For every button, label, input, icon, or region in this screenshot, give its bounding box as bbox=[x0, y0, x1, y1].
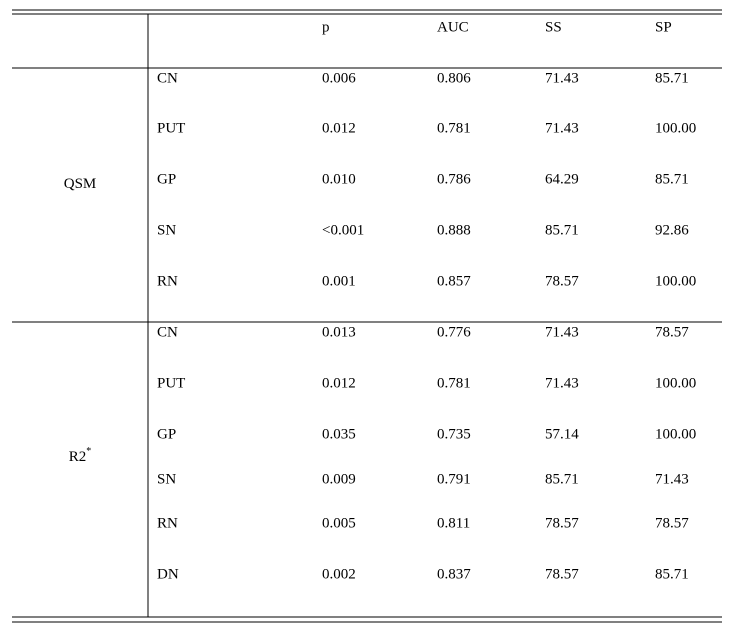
cell: 78.57 bbox=[545, 273, 579, 289]
cell: 78.57 bbox=[545, 566, 579, 582]
cell: 64.29 bbox=[545, 171, 579, 187]
cell: 71.43 bbox=[545, 120, 579, 136]
superscript: * bbox=[86, 446, 91, 457]
region: SN bbox=[157, 471, 176, 487]
region: GP bbox=[157, 426, 176, 442]
cell: 0.012 bbox=[322, 375, 356, 391]
region: RN bbox=[157, 515, 178, 531]
group-label-text: QSM bbox=[64, 176, 97, 192]
cell: 0.806 bbox=[437, 70, 471, 86]
region: SN bbox=[157, 222, 176, 238]
cell: 100.00 bbox=[655, 120, 696, 136]
cell: 0.776 bbox=[437, 324, 471, 340]
cell: 0.001 bbox=[322, 273, 356, 289]
group-label: R2* bbox=[69, 446, 92, 465]
cell: 78.57 bbox=[655, 515, 689, 531]
cell: 0.013 bbox=[322, 324, 356, 340]
cell: 0.791 bbox=[437, 471, 471, 487]
cell: 78.57 bbox=[655, 324, 689, 340]
cell: 71.43 bbox=[655, 471, 689, 487]
column-header: SP bbox=[655, 19, 672, 35]
cell: 100.00 bbox=[655, 375, 696, 391]
cell: 0.035 bbox=[322, 426, 356, 442]
cell: 0.006 bbox=[322, 70, 356, 86]
cell: 0.002 bbox=[322, 566, 356, 582]
cell: 71.43 bbox=[545, 375, 579, 391]
cell: 0.786 bbox=[437, 171, 471, 187]
column-header: p bbox=[322, 19, 330, 35]
region: CN bbox=[157, 324, 178, 340]
region: PUT bbox=[157, 375, 185, 391]
region: DN bbox=[157, 566, 179, 582]
cell: 0.781 bbox=[437, 375, 471, 391]
cell: 0.012 bbox=[322, 120, 356, 136]
cell: 85.71 bbox=[655, 171, 689, 187]
cell: 92.86 bbox=[655, 222, 689, 238]
cell: 71.43 bbox=[545, 324, 579, 340]
cell: 100.00 bbox=[655, 273, 696, 289]
cell: 57.14 bbox=[545, 426, 579, 442]
region: GP bbox=[157, 171, 176, 187]
cell: 0.005 bbox=[322, 515, 356, 531]
cell: 85.71 bbox=[655, 566, 689, 582]
cell: 78.57 bbox=[545, 515, 579, 531]
cell: 0.857 bbox=[437, 273, 471, 289]
cell: 0.009 bbox=[322, 471, 356, 487]
column-header: SS bbox=[545, 19, 562, 35]
region: RN bbox=[157, 273, 178, 289]
region: PUT bbox=[157, 120, 185, 136]
cell: 71.43 bbox=[545, 70, 579, 86]
cell: 0.010 bbox=[322, 171, 356, 187]
cell: 0.811 bbox=[437, 515, 470, 531]
group-label-text: R2 bbox=[69, 449, 87, 465]
cell: 85.71 bbox=[655, 70, 689, 86]
cell: 85.71 bbox=[545, 222, 579, 238]
region: CN bbox=[157, 70, 178, 86]
cell: <0.001 bbox=[322, 222, 364, 238]
cell: 0.781 bbox=[437, 120, 471, 136]
cell: 0.837 bbox=[437, 566, 471, 582]
cell: 85.71 bbox=[545, 471, 579, 487]
cell: 0.888 bbox=[437, 222, 471, 238]
cell: 0.735 bbox=[437, 426, 471, 442]
column-header: AUC bbox=[437, 19, 469, 35]
group-label: QSM bbox=[64, 176, 97, 192]
cell: 100.00 bbox=[655, 426, 696, 442]
